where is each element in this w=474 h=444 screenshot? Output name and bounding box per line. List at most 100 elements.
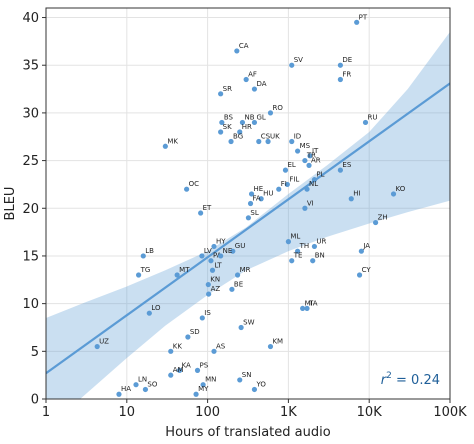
- point-label: MN: [205, 376, 216, 384]
- point-label: KN: [210, 276, 220, 284]
- data-point-sn: SN: [237, 371, 251, 383]
- data-point-vi: VI: [302, 199, 314, 211]
- data-point-yo: YO: [251, 380, 266, 393]
- data-point-ja: JA: [358, 242, 370, 254]
- point-marker: [304, 186, 310, 192]
- point-label: HI: [353, 190, 360, 198]
- point-marker: [295, 148, 301, 154]
- point-marker: [168, 348, 174, 354]
- point-marker: [285, 239, 291, 245]
- point-marker: [209, 267, 216, 273]
- data-point-da: DA: [251, 80, 267, 92]
- point-marker: [211, 348, 217, 354]
- point-label: LB: [145, 247, 154, 255]
- data-point-bg: BG: [228, 133, 243, 145]
- point-marker: [390, 191, 397, 197]
- point-marker: [219, 119, 225, 126]
- point-label: ML: [290, 233, 300, 241]
- y-tick-label: 0: [31, 393, 39, 408]
- point-label: HU: [263, 190, 273, 198]
- point-marker: [237, 129, 243, 135]
- point-label: MR: [240, 266, 251, 274]
- point-label: MY: [198, 385, 209, 393]
- x-axis-title: Hours of translated audio: [165, 425, 330, 440]
- point-marker: [234, 48, 240, 54]
- point-label: BE: [234, 280, 243, 288]
- point-label: AF: [248, 71, 257, 79]
- point-label: LT: [215, 261, 223, 269]
- data-point-km: KM: [267, 338, 283, 350]
- point-marker: [311, 177, 318, 183]
- data-point-sw: SW: [238, 318, 255, 331]
- point-marker: [234, 272, 241, 278]
- point-marker: [194, 367, 201, 373]
- data-point-ha: HA: [116, 385, 131, 397]
- x-tick-label: 100K: [433, 405, 467, 420]
- point-label: CS: [261, 133, 271, 141]
- point-label: LN: [138, 376, 147, 384]
- y-tick-label: 40: [22, 11, 39, 26]
- data-point-bs: BS: [219, 113, 234, 126]
- data-point-hr: HR: [237, 123, 252, 135]
- data-point-be: BE: [229, 280, 243, 292]
- point-marker: [238, 324, 244, 331]
- point-marker: [307, 153, 313, 159]
- point-label: UK: [270, 133, 280, 141]
- data-point-sv: SV: [289, 56, 303, 68]
- data-point-th: TH: [295, 242, 309, 254]
- point-label: SL: [250, 209, 258, 217]
- point-label: OC: [189, 180, 200, 188]
- data-point-sl: SL: [245, 209, 259, 221]
- x-tick-label: 10K: [357, 405, 383, 420]
- point-label: BG: [233, 133, 243, 141]
- point-label: HR: [242, 123, 252, 131]
- data-point-sk: SK: [218, 123, 232, 135]
- data-point-tg: TG: [136, 266, 150, 278]
- point-label: NB: [244, 113, 254, 121]
- point-label: LV: [204, 247, 212, 255]
- point-label: DA: [256, 80, 266, 88]
- point-marker: [218, 253, 224, 259]
- point-label: FA: [253, 195, 261, 203]
- x-tick-label: 1K: [280, 405, 297, 420]
- data-point-mn: MN: [200, 376, 216, 388]
- data-point-ta: TA: [304, 299, 318, 312]
- data-point-lb: LB: [140, 247, 154, 259]
- data-point-pt: PT: [354, 13, 368, 25]
- point-marker: [200, 382, 206, 388]
- point-label: SW: [243, 318, 254, 326]
- point-label: SD: [190, 328, 200, 336]
- point-marker: [176, 367, 183, 373]
- point-marker: [247, 200, 254, 207]
- data-point-de: DE: [337, 56, 352, 68]
- point-label: BN: [315, 252, 325, 260]
- point-label: SV: [294, 56, 303, 64]
- point-marker: [162, 143, 168, 149]
- point-label: HE: [254, 185, 264, 193]
- data-point-af: AF: [243, 71, 257, 83]
- y-tick-label: 15: [22, 249, 39, 264]
- data-point-az: AZ: [206, 285, 220, 297]
- data-point-ms: MS: [295, 142, 311, 154]
- point-label: CA: [239, 42, 249, 50]
- point-label: TA: [308, 299, 318, 307]
- data-point-is: IS: [199, 309, 211, 321]
- point-marker: [198, 210, 204, 216]
- point-label: KK: [173, 342, 183, 350]
- data-point-bn: BN: [310, 252, 325, 264]
- point-marker: [251, 86, 258, 92]
- point-label: MT: [179, 266, 190, 274]
- point-label: ZH: [378, 214, 388, 222]
- point-label: KM: [272, 338, 283, 346]
- data-point-fr: FR: [337, 71, 351, 83]
- data-point-mt: MT: [174, 266, 190, 278]
- point-label: CY: [362, 266, 372, 274]
- point-label: SK: [223, 123, 232, 131]
- data-point-kk: KK: [168, 342, 182, 354]
- points-layer: PT CA SV DE AF FR DA SR RO BS NB GL RU SK HR CS UK BG ID MK…: [94, 13, 406, 397]
- point-label: MK: [167, 137, 178, 145]
- data-point-sr: SR: [218, 85, 232, 97]
- data-point-sd: SD: [185, 328, 200, 340]
- point-label: NE: [223, 247, 233, 255]
